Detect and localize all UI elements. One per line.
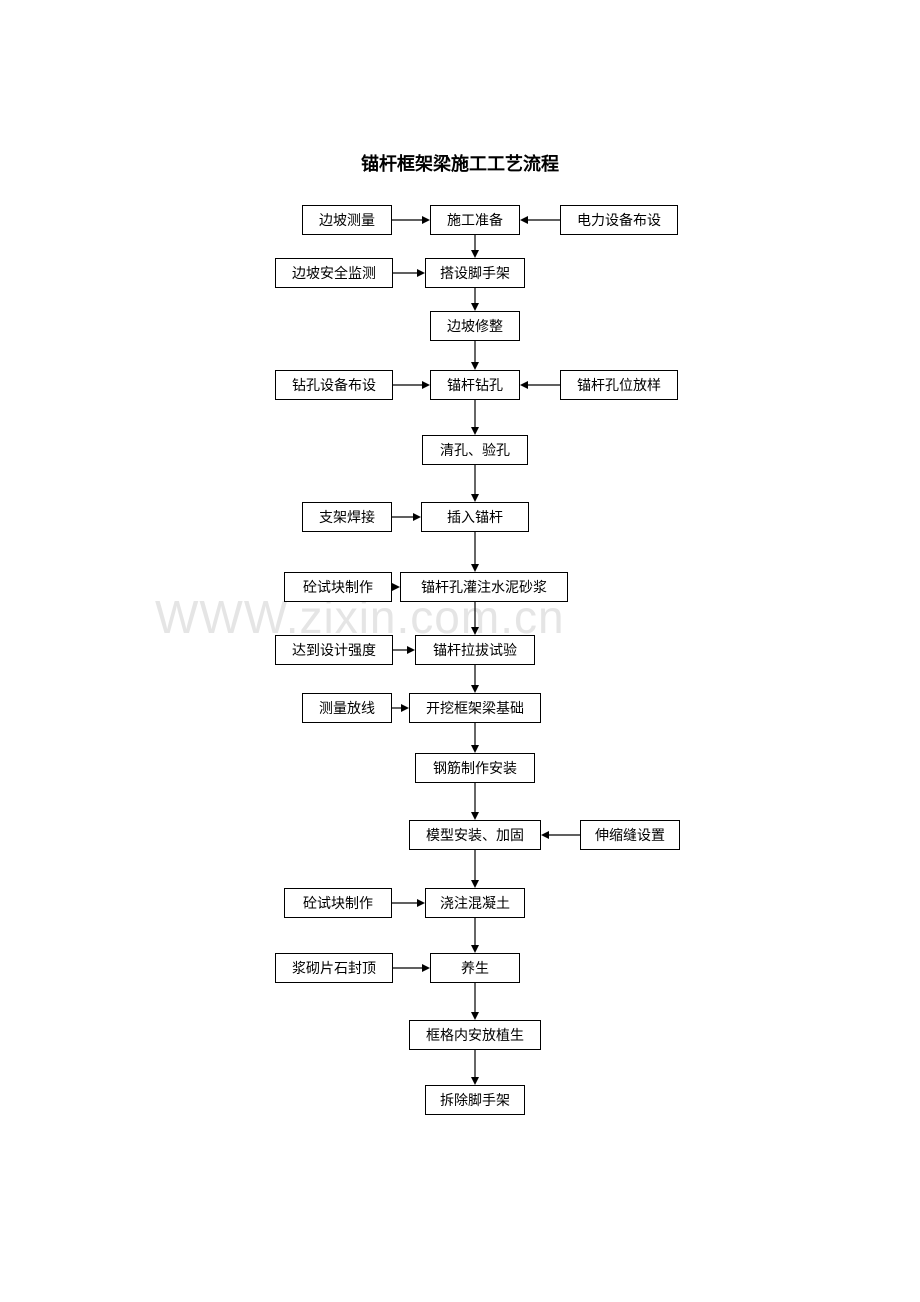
flowchart-node-remove_scaffold: 拆除脚手架 — [425, 1085, 525, 1115]
flowchart-node-bracket_weld: 支架焊接 — [302, 502, 392, 532]
flowchart-node-curing: 养生 — [430, 953, 520, 983]
flowchart-node-clean_check: 清孔、验孔 — [422, 435, 528, 465]
flowchart-node-slope_trim: 边坡修整 — [430, 311, 520, 341]
flowchart-node-drill_eq: 钻孔设备布设 — [275, 370, 393, 400]
flowchart-node-rebar: 钢筋制作安装 — [415, 753, 535, 783]
flowchart-node-planting: 框格内安放植生 — [409, 1020, 541, 1050]
flowchart-node-insert_anchor: 插入锚杆 — [421, 502, 529, 532]
flowchart-node-scaffold: 搭设脚手架 — [425, 258, 525, 288]
flowchart-node-grout: 锚杆孔灌注水泥砂浆 — [400, 572, 568, 602]
flowchart-node-survey_line: 测量放线 — [302, 693, 392, 723]
flowchart-node-safety_monitor: 边坡安全监测 — [275, 258, 393, 288]
flowchart-node-excavate_base: 开挖框架梁基础 — [409, 693, 541, 723]
flowchart-node-pour_concrete: 浇注混凝土 — [425, 888, 525, 918]
flowchart-node-design_strength: 达到设计强度 — [275, 635, 393, 665]
flowchart-node-mortar_cap: 浆砌片石封顶 — [275, 953, 393, 983]
flowchart-node-prep: 施工准备 — [430, 205, 520, 235]
flowchart-node-anchor_drill: 锚杆钻孔 — [430, 370, 520, 400]
flowchart-node-formwork: 模型安装、加固 — [409, 820, 541, 850]
flowchart-node-block_make1: 砼试块制作 — [284, 572, 392, 602]
flowchart-node-expansion_joint: 伸缩缝设置 — [580, 820, 680, 850]
flowchart-node-hole_layout: 锚杆孔位放样 — [560, 370, 678, 400]
flowchart-node-pull_test: 锚杆拉拔试验 — [415, 635, 535, 665]
flowchart-node-slope_measure: 边坡测量 — [302, 205, 392, 235]
flowchart-title: 锚杆框架梁施工工艺流程 — [0, 150, 920, 176]
flowchart-node-power_layout: 电力设备布设 — [560, 205, 678, 235]
flowchart-node-block_make2: 砼试块制作 — [284, 888, 392, 918]
